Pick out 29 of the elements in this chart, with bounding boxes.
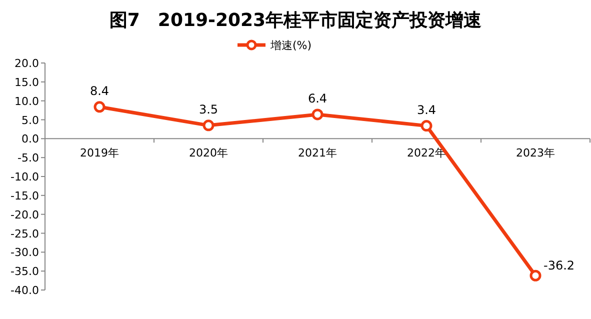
x-tick-label: 2023年 — [516, 146, 555, 160]
data-label: 3.5 — [198, 102, 218, 116]
x-tick-label: 2020年 — [189, 146, 228, 160]
y-tick-label: 10.0 — [14, 94, 39, 108]
y-tick-label: 15.0 — [14, 76, 39, 89]
y-tick-label: -30.0 — [10, 246, 39, 260]
y-tick-label: -20.0 — [10, 208, 39, 222]
data-label: 6.4 — [308, 91, 328, 106]
y-tick-label: 0.0 — [22, 132, 39, 146]
point — [94, 101, 106, 113]
y-tick-label: 5.0 — [22, 114, 39, 127]
y-tick-label: -40.0 — [10, 284, 39, 297]
data-label: 3.4 — [416, 102, 436, 117]
point — [420, 120, 432, 132]
y-tick-label: -10.0 — [10, 170, 39, 184]
point — [202, 120, 214, 132]
data-label: -36.2 — [544, 258, 575, 273]
point — [530, 270, 542, 282]
legend-label: 增速(%) — [270, 39, 312, 52]
point — [312, 108, 324, 120]
y-tick-label: 20.0 — [14, 57, 39, 70]
y-tick-label: -5.0 — [18, 152, 39, 165]
x-tick-label: 2019年 — [80, 146, 119, 160]
x-tick-label: 2021年 — [298, 146, 337, 160]
y-tick-label: -15.0 — [10, 189, 39, 202]
chart-title: 图7 2019-2023年桂平市固定资产投资增速 — [109, 10, 482, 31]
y-tick-label: -35.0 — [10, 265, 39, 278]
data-label: 8.4 — [90, 84, 110, 98]
y-tick-label: -25.0 — [10, 227, 39, 240]
